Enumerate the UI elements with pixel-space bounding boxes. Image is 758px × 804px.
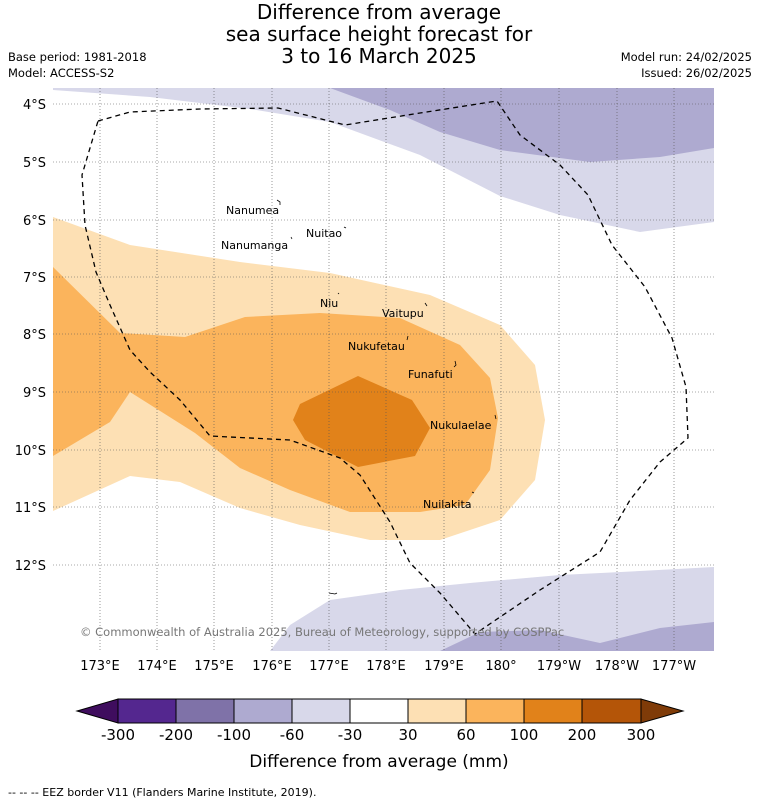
place-vaitupu: Vaitupu	[382, 307, 424, 320]
lat-tick-label: 5°S	[23, 156, 46, 171]
colorbar-tick-label: -100	[217, 726, 251, 744]
colorbar-tick-label: -60	[280, 726, 305, 744]
colorbar-title: Difference from average (mm)	[249, 752, 508, 772]
title-line-1: Difference from average	[256, 0, 502, 24]
place-nanumanga: Nanumanga	[221, 239, 288, 252]
colorbar-arrow-min	[75, 698, 119, 724]
colorbar-segment	[408, 699, 466, 723]
colorbar-tick-label: 60	[456, 726, 475, 744]
colorbar-dividers	[175, 699, 583, 723]
lon-tick-label: 177°W	[652, 659, 696, 674]
place-niu: Niu	[320, 297, 338, 310]
latitude-axis: 4°S 5°S 6°S 7°S 8°S 9°S 10°S 11°S 12°S	[15, 98, 46, 574]
lat-tick-label: 4°S	[23, 98, 46, 113]
map-plot-area	[53, 88, 714, 651]
contour-neg30-south	[270, 567, 714, 651]
eez-legend-note: -- -- -- EEZ border V11 (Flanders Marine…	[8, 786, 317, 799]
lon-tick-label: 178°E	[366, 659, 406, 674]
place-nanumea: Nanumea	[226, 204, 279, 217]
colorbar-segment	[118, 699, 176, 723]
lon-tick-label: 179°W	[537, 659, 581, 674]
copyright-notice: © Commonwealth of Australia 2025, Bureau…	[80, 625, 564, 639]
lat-tick-label: 12°S	[15, 559, 46, 574]
lon-tick-label: 179°E	[424, 659, 464, 674]
colorbar: -300 -200 -100 -60 -30 30 60 100 200 300…	[75, 698, 685, 772]
island-outlines	[276, 199, 497, 595]
lon-tick-label: 176°E	[252, 659, 292, 674]
lon-tick-label: 180°	[485, 659, 516, 674]
colorbar-segment	[234, 699, 292, 723]
colorbar-segment	[582, 699, 641, 723]
lon-tick-label: 173°E	[80, 659, 120, 674]
place-nukulaelae: Nukulaelae	[430, 419, 492, 432]
colorbar-tick-label: -200	[159, 726, 193, 744]
colorbar-tick-label: 300	[627, 726, 656, 744]
colorbar-tick-label: 100	[510, 726, 539, 744]
lat-tick-label: 11°S	[15, 501, 46, 516]
colorbar-tick-label: -30	[338, 726, 363, 744]
colorbar-segment	[292, 699, 350, 723]
lon-tick-label: 175°E	[194, 659, 234, 674]
lon-tick-label: 177°E	[309, 659, 349, 674]
place-nuitao: Nuitao	[306, 227, 342, 240]
contour-neg60-south	[440, 622, 714, 651]
lat-tick-label: 9°S	[23, 386, 46, 401]
colorbar-ticks: -300 -200 -100 -60 -30 30 60 100 200 300	[101, 726, 655, 744]
colorbar-segment	[350, 699, 408, 723]
place-nukufetau: Nukufetau	[348, 340, 405, 353]
colorbar-segment	[176, 699, 234, 723]
colorbar-segment	[466, 699, 524, 723]
colorbar-tick-label: 30	[398, 726, 417, 744]
colorbar-segment	[524, 699, 582, 723]
contour-pos100	[293, 376, 430, 467]
title-line-3: 3 to 16 March 2025	[281, 44, 477, 68]
lon-tick-label: 178°W	[595, 659, 639, 674]
title-line-2: sea surface height forecast for	[225, 22, 533, 46]
colorbar-arrow-max	[640, 698, 685, 724]
place-funafuti: Funafuti	[408, 368, 453, 381]
lat-tick-label: 6°S	[23, 214, 46, 229]
place-labels: Nanumea Nuitao Nanumanga Niu Vaitupu Nuk…	[221, 204, 492, 511]
place-nuilakita: Nuilakita	[423, 498, 472, 511]
issued-date: Issued: 26/02/2025	[641, 66, 752, 80]
contour-neg60-north	[330, 88, 714, 162]
model-name: Model: ACCESS-S2	[8, 66, 115, 80]
colorbar-frame	[117, 698, 642, 724]
lat-tick-label: 7°S	[23, 271, 46, 286]
lon-tick-label: 174°E	[137, 659, 177, 674]
eez-border	[81, 100, 689, 635]
colorbar-tick-label: -300	[101, 726, 135, 744]
longitude-axis: 173°E 174°E 175°E 176°E 177°E 178°E 179°…	[80, 659, 696, 674]
lat-tick-label: 8°S	[23, 328, 46, 343]
graticule	[53, 88, 714, 651]
colorbar-tick-label: 200	[568, 726, 597, 744]
lat-tick-label: 10°S	[15, 444, 46, 459]
model-run: Model run: 24/02/2025	[620, 50, 752, 64]
base-period: Base period: 1981-2018	[8, 50, 147, 64]
